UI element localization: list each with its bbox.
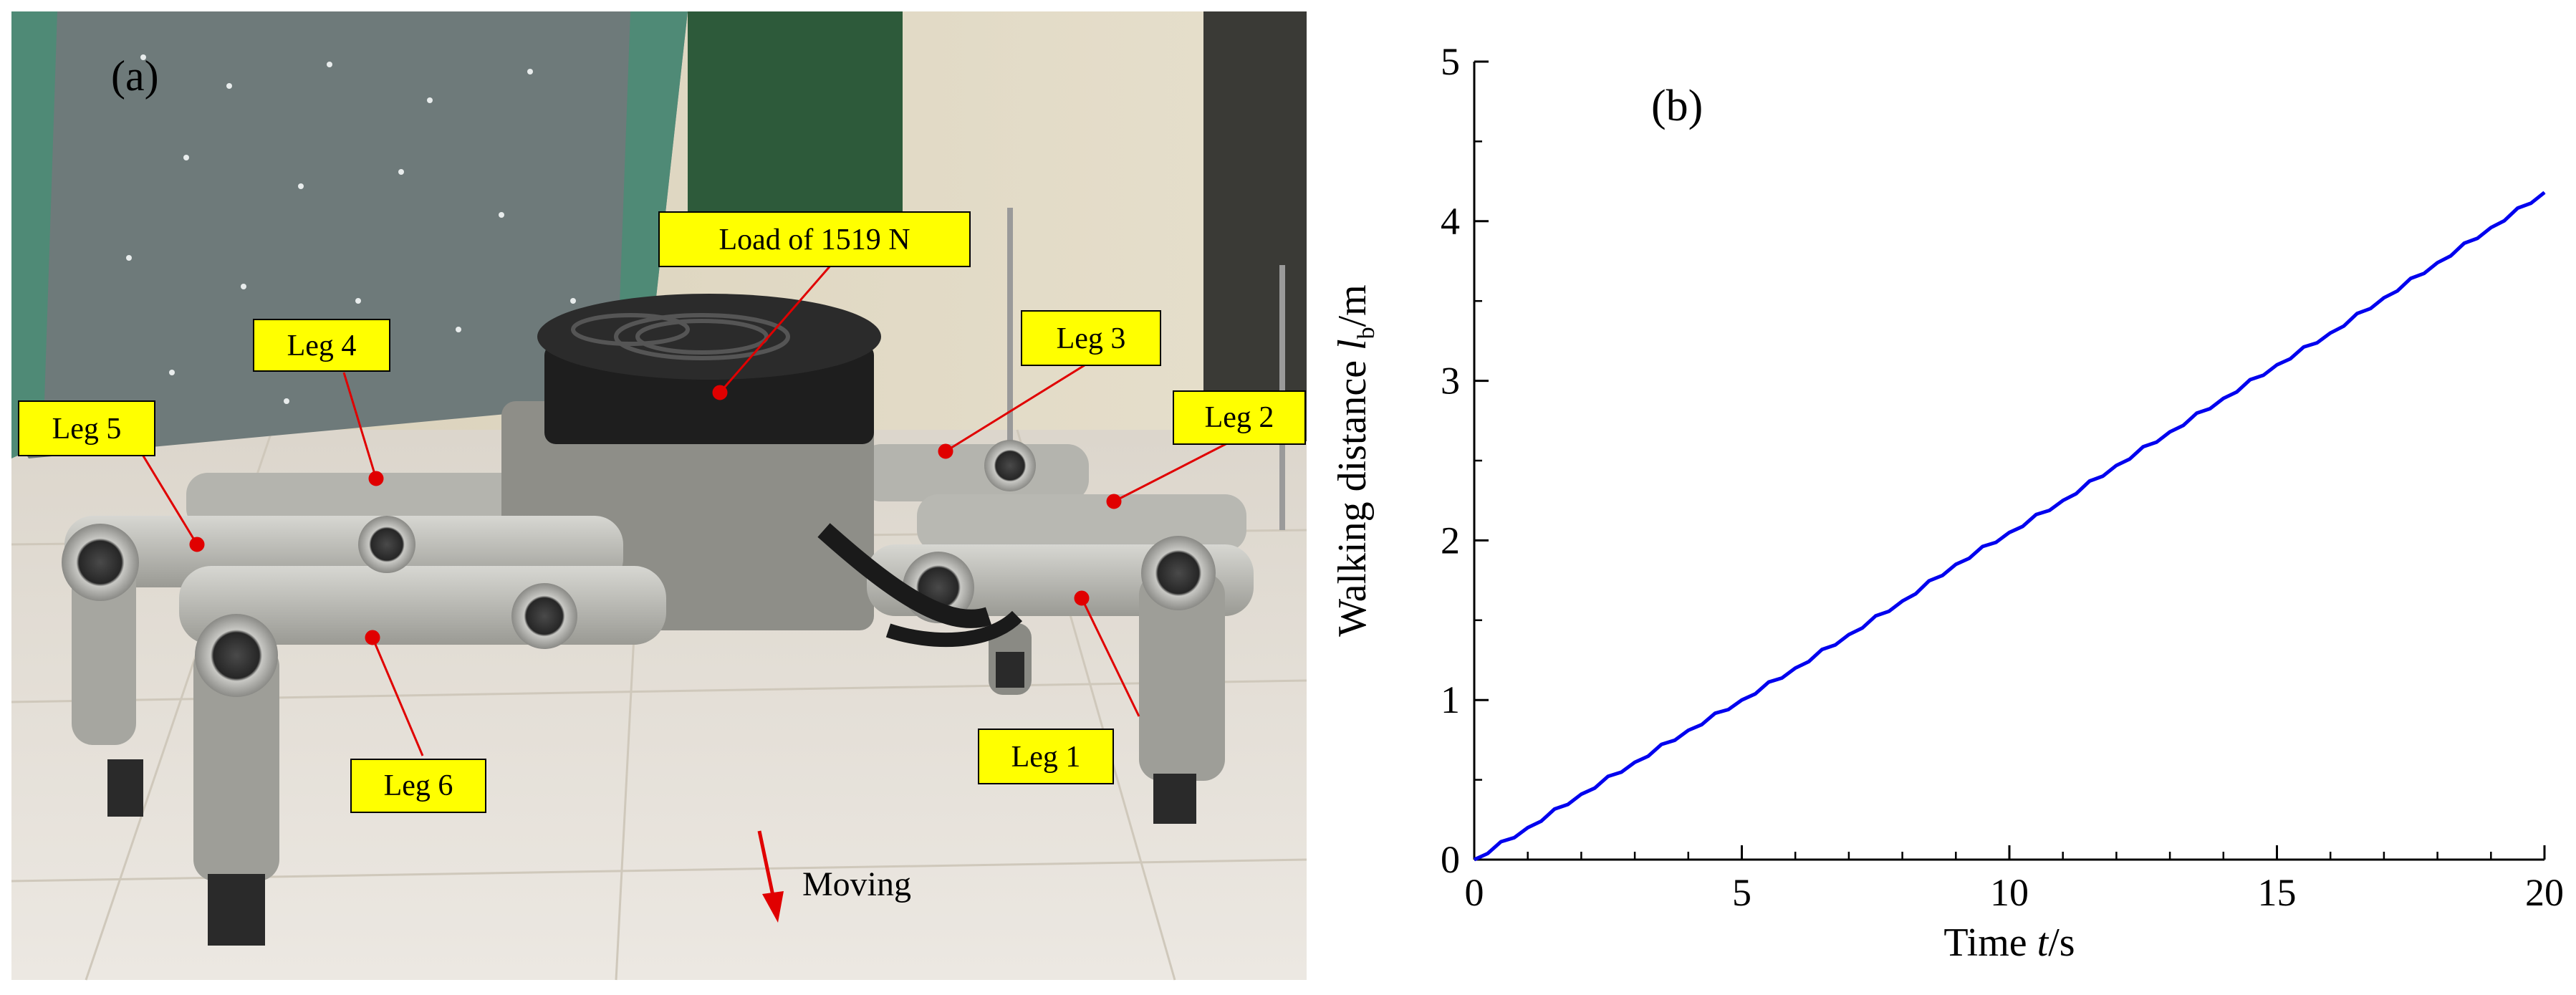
callout-leg6: Leg 6 (350, 759, 486, 813)
x-axis-label: Time t/s (1943, 921, 2075, 965)
series-point (2330, 332, 2331, 334)
series-point (2223, 398, 2224, 399)
series-layer (1473, 191, 2546, 862)
series-point (1848, 634, 1850, 635)
svg-text:Leg 5: Leg 5 (52, 413, 122, 446)
axes: 0 5 10 15 20 0 1 2 3 4 5 (1441, 40, 2564, 914)
callout-pointers (135, 264, 1254, 756)
series-point (1902, 600, 1903, 602)
y-tick-label: 2 (1441, 519, 1460, 562)
walking-distance-chart-panel: (b) 0 5 10 15 20 0 1 2 3 4 5 Time t/s Walking dist… (1318, 0, 2576, 991)
panel-b-label: (b) (1651, 82, 1703, 130)
series-point (1741, 699, 1742, 701)
x-tick-label: 15 (2258, 871, 2297, 914)
y-tick-label: 5 (1441, 40, 1460, 83)
series-point (2544, 192, 2545, 193)
y-axis-label: Walking distance lb/m (1330, 284, 1380, 637)
ramp-dots (126, 54, 576, 404)
callout-leg5: Leg 5 (18, 400, 155, 456)
background-cart (688, 11, 903, 226)
svg-text:Leg 3: Leg 3 (1057, 322, 1126, 355)
robot-photo: Load of 1519 N Leg 1 Leg 2 Leg 3 Leg 4 L… (11, 11, 1307, 981)
svg-text:Leg 6: Leg 6 (384, 769, 453, 802)
series-point (2383, 297, 2385, 299)
y-tick-label: 4 (1441, 200, 1460, 243)
y-tick-label: 1 (1441, 678, 1460, 721)
robot-photo-panel: Load of 1519 N Leg 1 Leg 2 Leg 3 Leg 4 L… (11, 11, 1307, 981)
series-line-0 (1473, 191, 2546, 862)
callout-leg4: Leg 4 (253, 319, 390, 372)
svg-text:Load of 1519 N: Load of 1519 N (719, 223, 910, 256)
moving-arrow-icon (757, 830, 784, 923)
x-tick-label: 20 (2525, 871, 2564, 914)
svg-text:Leg 2: Leg 2 (1205, 401, 1274, 434)
moving-label: Moving (802, 865, 911, 903)
series-point (1527, 827, 1529, 828)
series-point (2437, 262, 2438, 264)
y-tick-label: 0 (1441, 838, 1460, 881)
walking-distance-chart: (b) 0 5 10 15 20 0 1 2 3 4 5 Time t/s Walking dist… (1330, 40, 2564, 965)
callout-leg3: Leg 3 (1021, 310, 1161, 366)
y-tick-label: 3 (1441, 360, 1460, 403)
series-point (2009, 532, 2010, 533)
hexapod-robot (62, 294, 1254, 946)
callout-load: Load of 1519 N (658, 211, 971, 267)
panel-a-label: (a) (111, 52, 159, 100)
svg-text:Leg 4: Leg 4 (287, 330, 357, 362)
svg-text:Leg 1: Leg 1 (1011, 741, 1081, 774)
series-point (2115, 465, 2117, 466)
x-tick-label: 10 (1990, 871, 2029, 914)
callout-leg1: Leg 1 (978, 729, 1114, 784)
background-door (1203, 11, 1307, 441)
x-tick-label: 0 (1465, 871, 1484, 914)
x-tick-label: 5 (1732, 871, 1751, 914)
series-point (2062, 500, 2064, 501)
background-ramp (11, 11, 688, 458)
series-point (2169, 431, 2171, 433)
callout-leg2: Leg 2 (1173, 390, 1306, 445)
